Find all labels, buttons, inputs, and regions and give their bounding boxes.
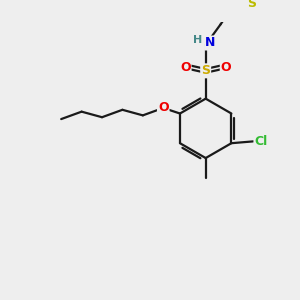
- Text: H: H: [193, 35, 202, 45]
- Text: N: N: [205, 37, 215, 50]
- Text: Cl: Cl: [254, 135, 268, 148]
- Text: O: O: [221, 61, 231, 74]
- Text: S: S: [201, 64, 210, 77]
- Text: S: S: [247, 0, 256, 10]
- Text: O: O: [158, 101, 169, 114]
- Text: O: O: [180, 61, 190, 74]
